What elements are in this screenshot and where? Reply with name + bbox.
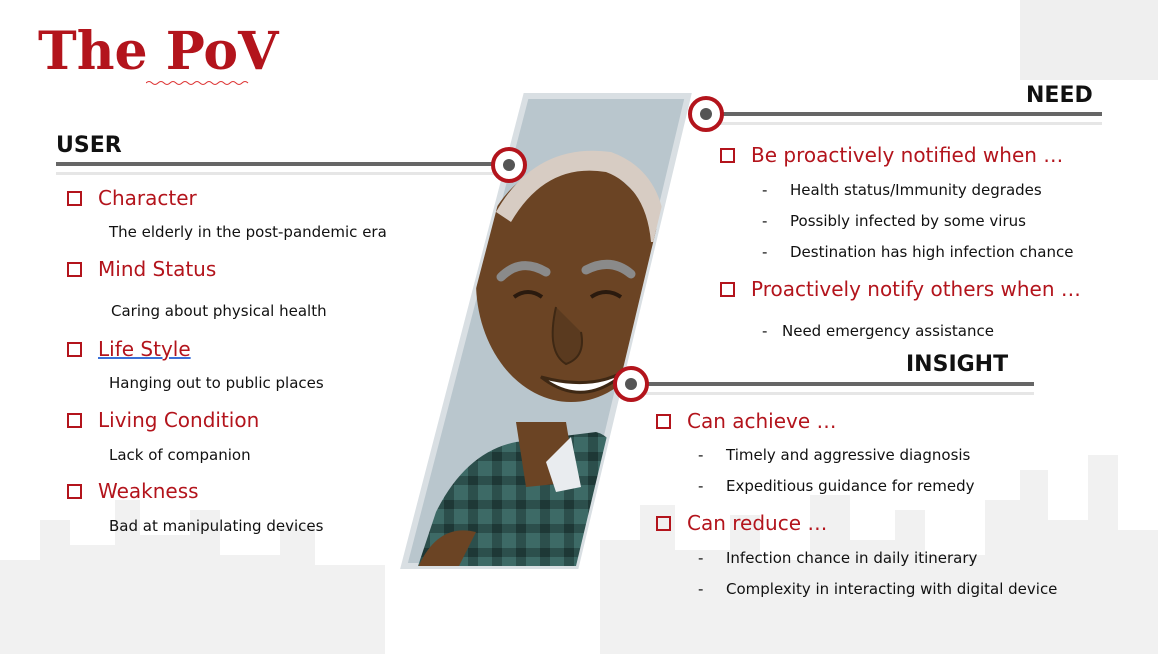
checkbox-bullet-icon: [656, 515, 671, 531]
connector-ring-icon: [613, 366, 649, 402]
insight-point: - Timely and aggressive diagnosis: [698, 446, 971, 464]
insight-divider: [632, 382, 1034, 386]
checkbox-bullet-icon: [720, 281, 735, 297]
user-item-label: Weakness: [98, 479, 199, 503]
spellcheck-squiggle: [146, 81, 249, 85]
corner-placeholder: [1020, 0, 1158, 80]
need-divider-shadow: [706, 122, 1102, 125]
checkbox-bullet-icon: [67, 412, 82, 428]
checkbox-bullet-icon: [67, 190, 82, 206]
checkbox-bullet-icon: [67, 261, 82, 277]
need-group-label: Be proactively notified when …: [751, 143, 1064, 167]
insight-group-label: Can achieve …: [687, 409, 837, 433]
connector-ring-icon: [688, 96, 724, 132]
insight-point: - Complexity in interacting with digital …: [698, 580, 1058, 598]
user-item-detail: Lack of companion: [109, 446, 251, 464]
user-item-label: Living Condition: [98, 408, 260, 432]
user-item-mind-status: Mind Status: [67, 257, 216, 281]
insight-group: Can achieve …: [656, 409, 837, 433]
user-item-detail: Hanging out to public places: [109, 374, 324, 392]
need-point: - Need emergency assistance: [762, 322, 994, 340]
user-heading: USER: [56, 133, 122, 158]
need-group: Proactively notify others when …: [720, 277, 1081, 301]
user-item-label: Life Style: [98, 337, 191, 361]
checkbox-bullet-icon: [67, 341, 82, 357]
user-item-label: Mind Status: [98, 257, 217, 281]
connector-ring-icon: [491, 147, 527, 183]
need-group: Be proactively notified when …: [720, 143, 1063, 167]
checkbox-bullet-icon: [720, 147, 735, 163]
insight-point: - Expeditious guidance for remedy: [698, 477, 975, 495]
insight-group: Can reduce …: [656, 511, 827, 535]
user-divider: [56, 162, 500, 166]
user-item-living-condition: Living Condition: [67, 408, 259, 432]
insight-point: - Infection chance in daily itinerary: [698, 549, 978, 567]
elderly-man-illustration: [400, 93, 692, 569]
user-item-detail: Bad at manipulating devices: [109, 517, 324, 535]
checkbox-bullet-icon: [67, 483, 82, 499]
need-point: - Health status/Immunity degrades: [762, 181, 1042, 199]
need-group-label: Proactively notify others when …: [751, 277, 1081, 301]
insight-heading: INSIGHT: [906, 352, 1009, 377]
insight-group-label: Can reduce …: [687, 511, 828, 535]
need-divider: [706, 112, 1102, 116]
user-item-label: Character: [98, 186, 197, 210]
user-divider-shadow: [56, 172, 500, 175]
user-item-weakness: Weakness: [67, 479, 199, 503]
need-heading: NEED: [1026, 83, 1093, 108]
need-point: - Destination has high infection chance: [762, 243, 1074, 261]
checkbox-bullet-icon: [656, 413, 671, 429]
need-point: - Possibly infected by some virus: [762, 212, 1026, 230]
user-item-detail: The elderly in the post-pandemic era: [109, 223, 387, 241]
insight-divider-shadow: [632, 392, 1034, 395]
user-item-detail: Caring about physical health: [111, 302, 327, 320]
user-item-life-style: Life Style: [67, 337, 191, 361]
user-item-character: Character: [67, 186, 197, 210]
page-title: The PoV: [38, 21, 279, 82]
